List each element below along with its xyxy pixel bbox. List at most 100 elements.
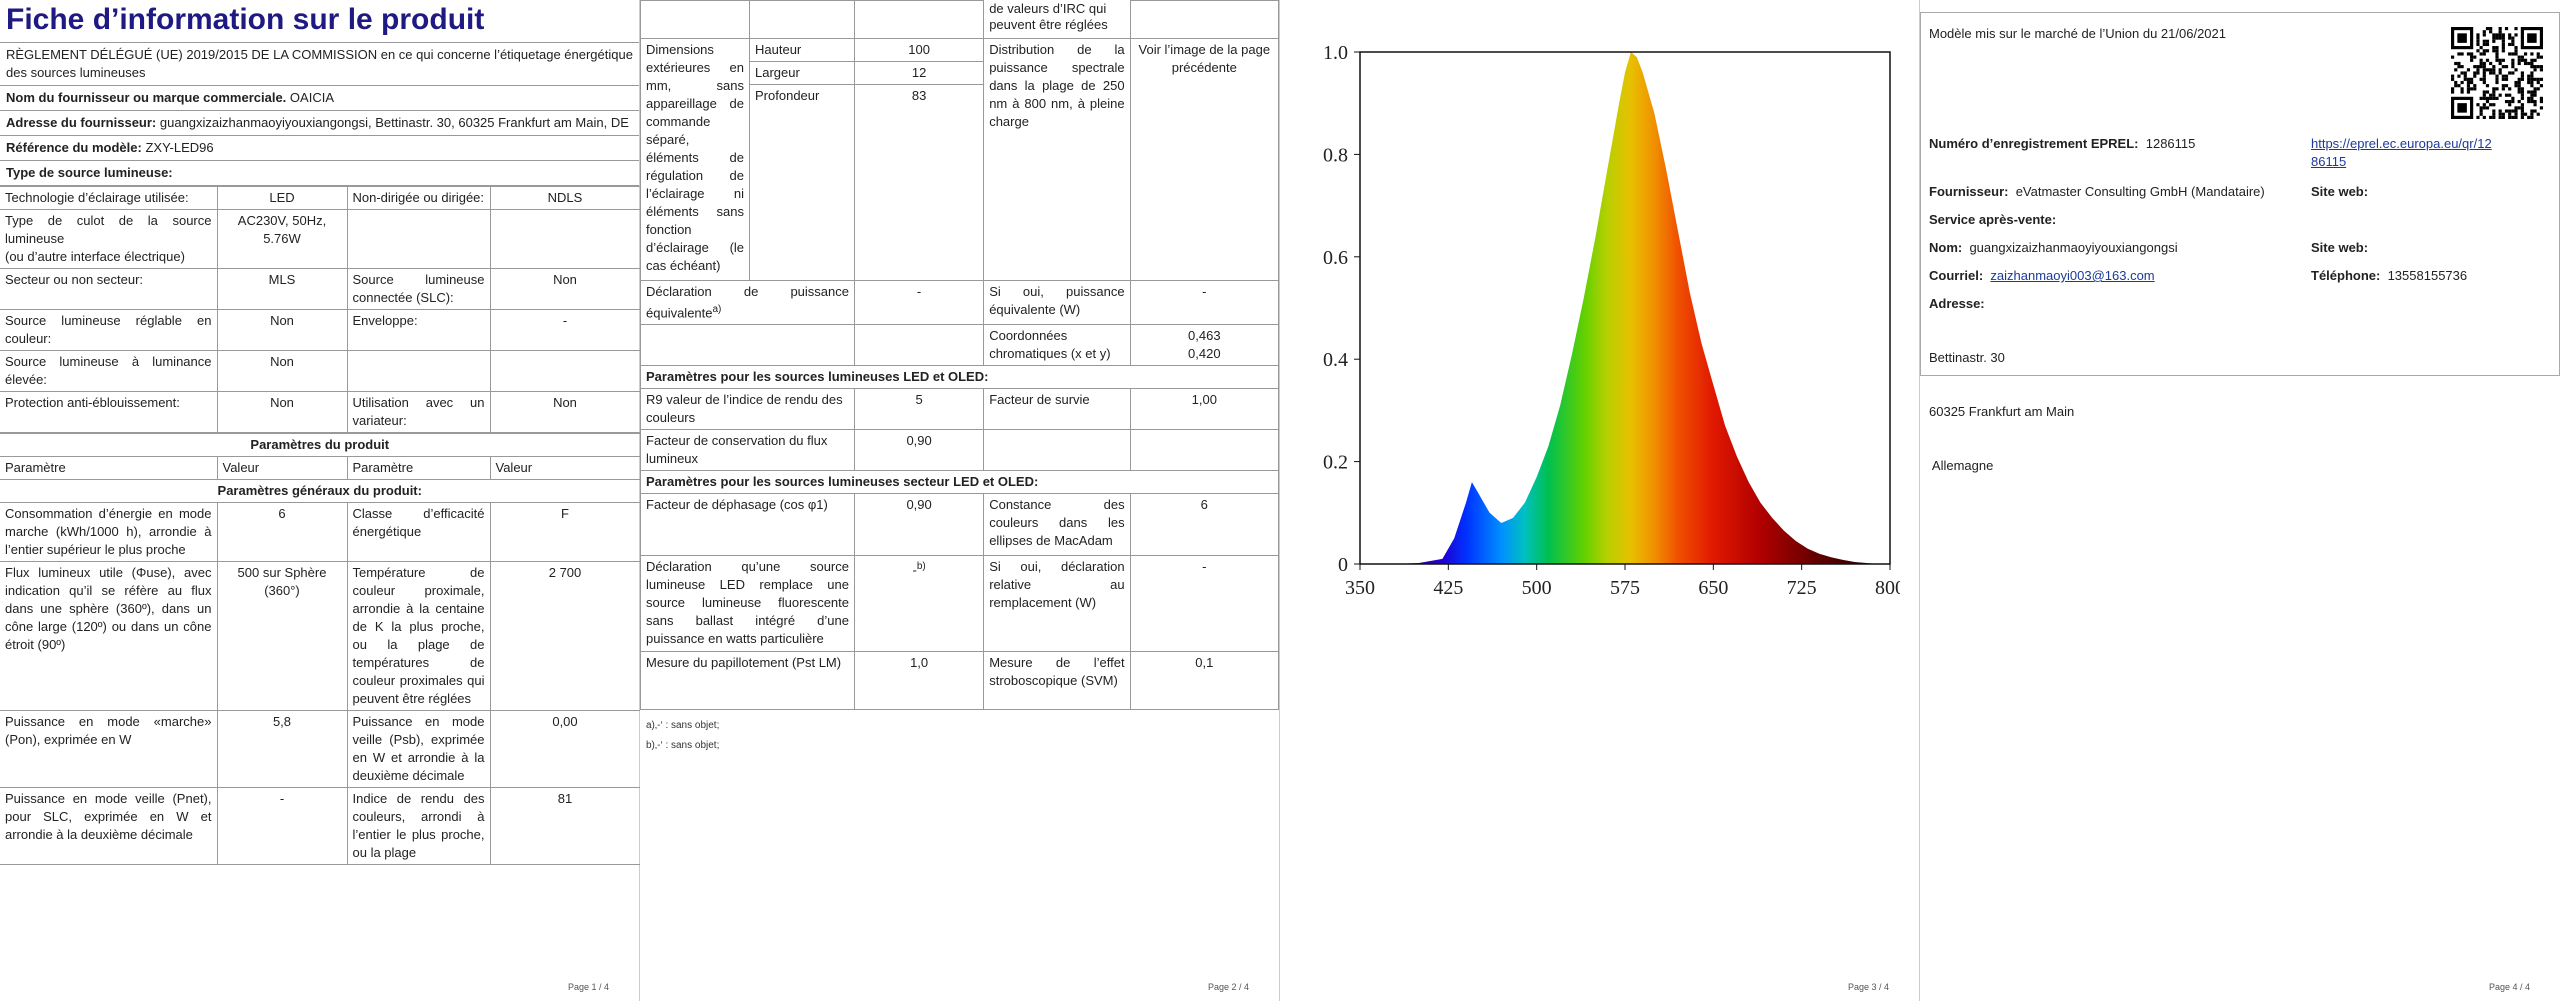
page-3: 350 425 500 575 650 725 800 0 0.2 0.4 0.6 0.8 1.0 Pa…	[1280, 0, 1920, 1001]
page-number: Page 2 / 4	[1207, 981, 1249, 992]
name-value: guangxizaizhanmaoyiyouxiangongsi	[1969, 240, 2178, 255]
website-label-2: Site web:	[2311, 240, 2369, 255]
supplier-address-row: Adresse du fournisseur: guangxizaizhanma…	[0, 111, 639, 136]
param-label: Protection anti-éblouissement:	[0, 391, 218, 433]
param-label: Puissance en mode veille (Psb), exprimée…	[347, 710, 491, 788]
macadam-value: 6	[1129, 493, 1280, 557]
param-value: F	[490, 502, 641, 562]
name-row: Nom: guangxizaizhanmaoyiyouxiangongsi	[1929, 239, 2178, 257]
phone-label: Téléphone:	[2311, 268, 2381, 283]
param-value: 0,00	[490, 710, 641, 788]
param-value: AC230V, 50Hz, 5.76W	[217, 209, 348, 269]
led-heading: Paramètres pour les sources lumineuses L…	[640, 365, 1279, 390]
x-tick-label: 575	[1610, 577, 1640, 599]
equiv-power-label: Déclaration de puissance équivalente	[646, 284, 849, 321]
email-row: Courriel: zaizhanmaoyi003@163.com	[1929, 267, 2155, 285]
table-row: Flux lumineux utile (Φuse), avec indicat…	[0, 561, 641, 711]
page-number: Page 1 / 4	[567, 981, 609, 992]
flux-conservation-label: Facteur de conservation du flux lumineux	[640, 429, 855, 472]
param-label: Classe d’efficacité énergétique	[347, 502, 491, 562]
supplier-address-value: guangxizaizhanmaoyiyouxiangongsi, Bettin…	[159, 115, 629, 130]
stroboscopic-label: Mesure de l’effet stroboscopique (SVM)	[983, 651, 1131, 711]
page-1: Fiche d’information sur le produit RÈGLE…	[0, 0, 641, 1001]
param-value: Non	[490, 268, 641, 310]
page2-table: de valeurs d’IRC qui peuvent être réglée…	[639, 0, 1280, 711]
dim-depth-value: 83	[853, 84, 985, 281]
email-label: Courriel:	[1929, 268, 1984, 283]
address-line: Allemagne	[1929, 458, 1994, 473]
eprel-link-line-2[interactable]: 86115	[2311, 154, 2347, 169]
y-tick-label: 1.0	[1323, 42, 1348, 64]
param-label: Utilisation avec un variateur:	[347, 391, 491, 433]
col-header: Paramètre	[347, 456, 491, 480]
col-header: Paramètre	[0, 456, 218, 480]
source-type-table: Technologie d’éclairage utilisée: LED Non-…	[0, 186, 641, 433]
equiv-power-value: -	[853, 279, 985, 326]
chroma-x: 0,463	[1188, 328, 1221, 344]
website-label: Site web:	[2311, 184, 2369, 199]
flicker-value: 1,0	[853, 651, 985, 711]
flux-conservation-value: 0,90	[853, 429, 985, 472]
param-value	[490, 350, 641, 392]
spectrum-chart: 350 425 500 575 650 725 800 0 0.2 0.4 0.6 0.8 1.0	[1323, 42, 1900, 599]
param-value: Non	[490, 391, 641, 433]
dim-width-label: Largeur	[749, 61, 855, 85]
address-line: 60325 Frankfurt am Main	[1929, 404, 2075, 419]
qr-code-icon[interactable]	[2451, 27, 2543, 119]
supplier-row: Fournisseur: eVatmaster Consulting GmbH …	[1929, 183, 2265, 201]
x-tick-label: 500	[1522, 577, 1552, 599]
r9-value: 5	[853, 388, 985, 431]
table-row: Type de culot de la source lumineuse (ou…	[0, 209, 641, 269]
y-tick-label: 0	[1338, 554, 1348, 576]
dim-width-value: 12	[853, 61, 985, 85]
cri-range-cont: de valeurs d’IRC qui peuvent être réglée…	[983, 0, 1131, 39]
phase-factor-label: Facteur de déphasage (cos φ1)	[640, 493, 855, 557]
x-tick-label: 650	[1698, 577, 1728, 599]
footnote-b: b)‚-‘ : sans objet;	[646, 740, 720, 752]
table-row: Puissance en mode «marche» (Pon), exprim…	[0, 710, 641, 788]
param-value	[490, 209, 641, 269]
supplier-value: eVatmaster Consulting GmbH (Mandataire)	[2015, 184, 2265, 199]
product-params-table: Paramètres du produit Paramètre Valeur P…	[0, 433, 641, 865]
address-block: Bettinastr. 30 60325 Frankfurt am Main A…	[1929, 313, 2074, 511]
page-number: Page 3 / 4	[1847, 981, 1889, 992]
x-tick-label: 800	[1875, 577, 1900, 599]
equiv-power-label-cell: Déclaration de puissance équivalentea)	[640, 279, 855, 326]
phase-factor-value: 0,90	[853, 493, 985, 557]
fluorescent-replace-cell: -b)	[853, 555, 985, 653]
param-value: 5,8	[217, 710, 348, 788]
phone-value: 13558155736	[2387, 268, 2468, 283]
footnote-a: a)‚-‘ : sans objet;	[646, 720, 720, 732]
y-tick-label: 0.2	[1323, 452, 1348, 474]
param-label: Température de couleur proximale, arrond…	[347, 561, 491, 711]
survival-value: 1,00	[1129, 388, 1280, 431]
supplier-brand-row: Nom du fournisseur ou marque commerciale…	[0, 86, 639, 111]
eprel-value: 1286115	[2145, 136, 2196, 151]
x-tick-label: 425	[1433, 577, 1463, 599]
supplier-brand-value: OAICIA	[289, 90, 334, 105]
param-label: Enveloppe:	[347, 309, 491, 351]
col-header: Valeur	[490, 456, 641, 480]
eprel-link[interactable]: https://eprel.ec.europa.eu/qr/12 86115	[2311, 135, 2492, 171]
param-label: Puissance en mode «marche» (Pon), exprim…	[0, 710, 218, 788]
email-link[interactable]: zaizhanmaoyi003@163.com	[1990, 268, 2155, 283]
source-type-heading: Type de source lumineuse:	[0, 161, 639, 186]
stroboscopic-value: 0,1	[1129, 651, 1280, 711]
table-row: Technologie d’éclairage utilisée: LED Non-…	[0, 186, 641, 210]
phone-row: Téléphone: 13558155736	[2311, 267, 2467, 285]
param-value: Non	[217, 391, 348, 433]
param-label: Non-dirigée ou dirigée:	[347, 186, 491, 210]
chroma-label: Coordonnées chromatiques (x et y)	[983, 324, 1131, 367]
param-label: Puissance en mode veille (Pnet), pour SL…	[0, 787, 218, 865]
table-row: Consommation d’énergie en mode marche (k…	[0, 502, 641, 562]
param-value: 6	[217, 502, 348, 562]
macadam-label: Constance des couleurs dans les ellipses…	[983, 493, 1131, 557]
col-header: Valeur	[217, 456, 348, 480]
document-title: Fiche d’information sur le produit	[0, 0, 639, 43]
chroma-values: 0,463 0,420	[1129, 324, 1280, 367]
param-label	[347, 209, 491, 269]
table-row: Source lumineuse réglable en couleur: Non…	[0, 309, 641, 351]
eprel-link-line-1[interactable]: https://eprel.ec.europa.eu/qr/12	[2311, 136, 2492, 151]
param-label: Consommation d’énergie en mode marche (k…	[0, 502, 218, 562]
param-value: 2 700	[490, 561, 641, 711]
